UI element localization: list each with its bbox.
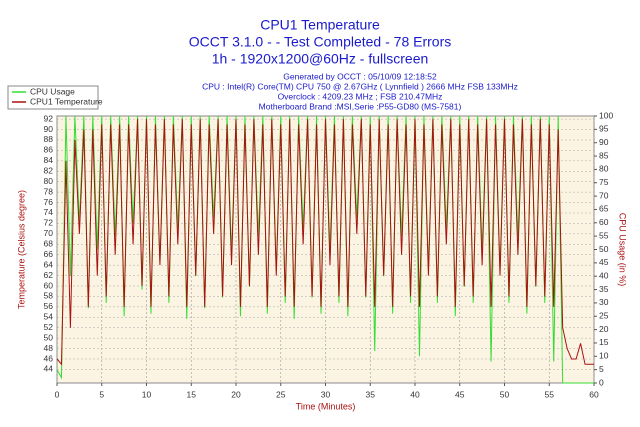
y-tick-label: 56 [44, 301, 54, 311]
chart-subtitle: CPU : Intel(R) Core(TM) CPU 750 @ 2.67GH… [202, 81, 518, 91]
y2-tick-label: 0 [599, 377, 604, 387]
x-tick-label: 25 [276, 389, 286, 399]
y-tick-label: 82 [44, 166, 54, 176]
y-tick-label: 44 [44, 364, 54, 374]
y-tick-label: 88 [44, 134, 54, 144]
chart-subtitle: Overclock : 4209.23 MHz ; FSB 210.47MHz [278, 91, 443, 101]
y2-tick-label: 25 [599, 311, 609, 321]
y-tick-label: 86 [44, 145, 54, 155]
y-tick-label: 58 [44, 291, 54, 301]
y-tick-label: 90 [44, 124, 54, 134]
y2-tick-label: 85 [599, 150, 609, 160]
x-tick-label: 0 [55, 389, 60, 399]
y2-tick-label: 30 [599, 297, 609, 307]
y-tick-label: 80 [44, 176, 54, 186]
x-tick-label: 60 [589, 389, 599, 399]
y2-tick-label: 15 [599, 337, 609, 347]
y2-tick-label: 90 [599, 137, 609, 147]
y2-tick-label: 55 [599, 230, 609, 240]
y-tick-label: 52 [44, 322, 54, 332]
x-tick-label: 40 [410, 389, 420, 399]
x-tick-label: 35 [366, 389, 376, 399]
x-tick-label: 30 [321, 389, 331, 399]
legend-label: CPU Usage [30, 86, 75, 96]
y2-tick-label: 75 [599, 177, 609, 187]
chart-title: 1h - 1920x1200@60Hz - fullscreen [212, 51, 429, 67]
chart-subtitle: Generated by OCCT : 05/10/09 12:18:52 [283, 71, 437, 81]
y-tick-label: 54 [44, 312, 54, 322]
y-tick-label: 92 [44, 113, 54, 123]
y-tick-label: 66 [44, 249, 54, 259]
y-tick-label: 76 [44, 197, 54, 207]
y2-tick-label: 70 [599, 190, 609, 200]
y2-tick-label: 100 [599, 110, 613, 120]
y2-tick-label: 95 [599, 124, 609, 134]
y-axis-label: Temperature (Celsius degree) [16, 190, 26, 309]
x-tick-label: 55 [545, 389, 555, 399]
y-tick-label: 68 [44, 239, 54, 249]
x-tick-label: 10 [142, 389, 152, 399]
x-tick-label: 50 [500, 389, 510, 399]
y2-tick-label: 10 [599, 351, 609, 361]
x-tick-label: 45 [455, 389, 465, 399]
y2-tick-label: 5 [599, 364, 604, 374]
y-tick-label: 74 [44, 207, 54, 217]
y2-tick-label: 65 [599, 204, 609, 214]
y2-tick-label: 45 [599, 257, 609, 267]
y2-tick-label: 50 [599, 244, 609, 254]
legend-label: CPU1 Temperature [30, 96, 103, 106]
y-tick-label: 84 [44, 155, 54, 165]
y2-tick-label: 35 [599, 284, 609, 294]
y2-tick-label: 80 [599, 164, 609, 174]
chart-title: OCCT 3.1.0 - - Test Completed - 78 Error… [189, 34, 451, 50]
y2-axis-label: CPU Usage (in %) [618, 213, 628, 287]
y2-tick-label: 60 [599, 217, 609, 227]
chart-title: CPU1 Temperature [260, 17, 380, 33]
y-tick-label: 62 [44, 270, 54, 280]
x-tick-label: 15 [187, 389, 197, 399]
y-tick-label: 60 [44, 280, 54, 290]
y-tick-label: 46 [44, 353, 54, 363]
y-tick-label: 78 [44, 186, 54, 196]
chart-subtitle: Motherboard Brand :MSI,Serie :P55-GD80 (… [259, 101, 462, 111]
y-tick-label: 70 [44, 228, 54, 238]
series-line [56, 119, 594, 366]
series-line [56, 115, 594, 384]
x-tick-label: 20 [231, 389, 241, 399]
y-tick-label: 48 [44, 343, 54, 353]
y2-tick-label: 20 [599, 324, 609, 334]
y-tick-label: 50 [44, 332, 54, 342]
x-axis-label: Time (Minutes) [296, 401, 356, 411]
y2-tick-label: 40 [599, 270, 609, 280]
y-tick-label: 64 [44, 259, 54, 269]
x-tick-label: 5 [99, 389, 104, 399]
legend [7, 85, 99, 110]
y-tick-label: 72 [44, 218, 54, 228]
